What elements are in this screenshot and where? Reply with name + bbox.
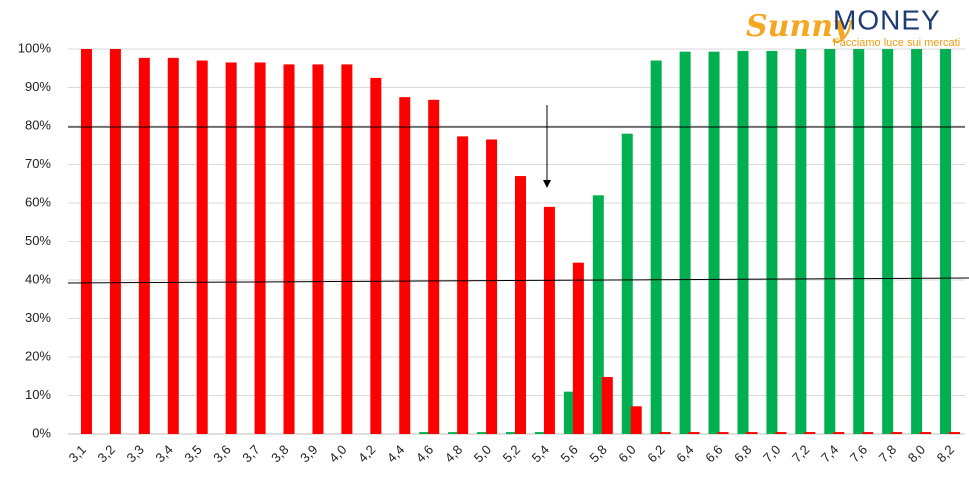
- bar: [506, 432, 517, 434]
- bar: [630, 406, 642, 434]
- y-tick-label: 60%: [25, 194, 51, 209]
- bar: [650, 60, 662, 435]
- annotation-line: [67, 277, 969, 284]
- x-tick-label: 3,9: [297, 442, 320, 465]
- bar: [196, 60, 208, 435]
- bar: [428, 99, 440, 434]
- bar: [746, 432, 758, 434]
- bar: [949, 432, 961, 434]
- y-tick-label: 90%: [25, 79, 51, 94]
- bar: [419, 432, 431, 434]
- bar: [911, 49, 923, 434]
- y-tick-label: 40%: [25, 271, 51, 286]
- x-tick-label: 3,7: [239, 442, 262, 465]
- x-tick-label: 5,8: [586, 442, 609, 465]
- bar: [370, 77, 382, 434]
- bar: [920, 432, 932, 434]
- x-tick-label: 4,4: [384, 442, 407, 465]
- x-tick-label: 7,4: [818, 442, 841, 465]
- bar: [283, 64, 295, 435]
- x-tick-label: 4,8: [442, 442, 465, 465]
- bar: [679, 51, 691, 434]
- bar: [399, 97, 411, 434]
- x-tick-label: 6,4: [673, 442, 696, 465]
- x-tick-label: 5,4: [529, 442, 552, 465]
- x-tick-label: 7,2: [789, 442, 812, 465]
- bar: [448, 432, 460, 434]
- x-tick-label: 5,2: [500, 442, 523, 465]
- bar: [341, 64, 353, 435]
- x-tick-label: 3,8: [268, 442, 291, 465]
- bar: [766, 50, 778, 435]
- bar: [534, 432, 546, 434]
- x-tick-label: 3,1: [66, 442, 89, 465]
- bar: [940, 49, 952, 434]
- x-tick-label: 8,0: [905, 442, 928, 465]
- x-tick-label: 5,0: [471, 442, 494, 465]
- logo-tagline: Facciamo luce sui mercati: [833, 37, 960, 49]
- x-tick-label: 3,5: [181, 442, 204, 465]
- x-tick-label: 4,6: [413, 442, 436, 465]
- bar: [572, 262, 584, 434]
- bar: [804, 432, 816, 434]
- bar: [592, 195, 604, 434]
- bar: [138, 57, 150, 434]
- x-tick-label: 6,6: [702, 442, 725, 465]
- bar: [891, 432, 903, 434]
- x-tick-label: 6,0: [615, 442, 638, 465]
- bar: [775, 432, 787, 434]
- logo-name: MONEY: [833, 4, 941, 35]
- x-tick-label: 3,2: [95, 442, 118, 465]
- bar: [225, 62, 237, 434]
- bar: [882, 49, 894, 434]
- bar: [543, 206, 555, 434]
- x-tick-label: 3,6: [210, 442, 233, 465]
- x-tick-label: 7,0: [760, 442, 783, 465]
- bar: [486, 139, 498, 434]
- x-tick-label: 3,4: [152, 442, 175, 465]
- y-tick-label: 80%: [25, 117, 51, 132]
- logo-brand: Sunny: [746, 9, 853, 44]
- bar: [109, 49, 121, 434]
- bar: [795, 49, 807, 434]
- bar: [515, 176, 526, 435]
- bar: [688, 432, 700, 434]
- y-tick-label: 20%: [25, 348, 51, 363]
- bar: [833, 432, 845, 434]
- x-tick-label: 6,2: [644, 442, 667, 465]
- y-tick-label: 30%: [25, 310, 51, 325]
- bar: [853, 49, 865, 434]
- bar: [862, 432, 874, 434]
- x-tick-label: 4,0: [326, 442, 349, 465]
- bar: [312, 64, 324, 435]
- bar: [824, 49, 836, 434]
- x-tick-label: 3,3: [124, 442, 147, 465]
- bar: [659, 432, 671, 434]
- x-tick-label: 7,8: [876, 442, 899, 465]
- y-tick-label: 100%: [18, 40, 52, 55]
- y-tick-label: 0%: [32, 425, 51, 440]
- y-tick-label: 10%: [25, 387, 51, 402]
- bar: [621, 133, 633, 434]
- bar: [708, 51, 720, 434]
- bar: [601, 377, 613, 434]
- logo: Sunny MONEY Facciamo luce sui mercati: [746, 4, 960, 49]
- y-tick-label: 70%: [25, 156, 51, 171]
- bar: [717, 432, 729, 434]
- bar: [457, 136, 469, 434]
- bar: [737, 50, 749, 435]
- bar: [80, 49, 92, 434]
- bar: [254, 62, 266, 434]
- x-tick-label: 6,8: [731, 442, 754, 465]
- bar: [477, 432, 489, 434]
- bar: [563, 391, 575, 434]
- x-tick-label: 7,6: [847, 442, 870, 465]
- y-tick-label: 50%: [25, 233, 51, 248]
- bar: [167, 57, 179, 434]
- x-tick-label: 5,6: [558, 442, 581, 465]
- x-tick-label: 8,2: [934, 442, 957, 465]
- x-tick-label: 4,2: [355, 442, 378, 465]
